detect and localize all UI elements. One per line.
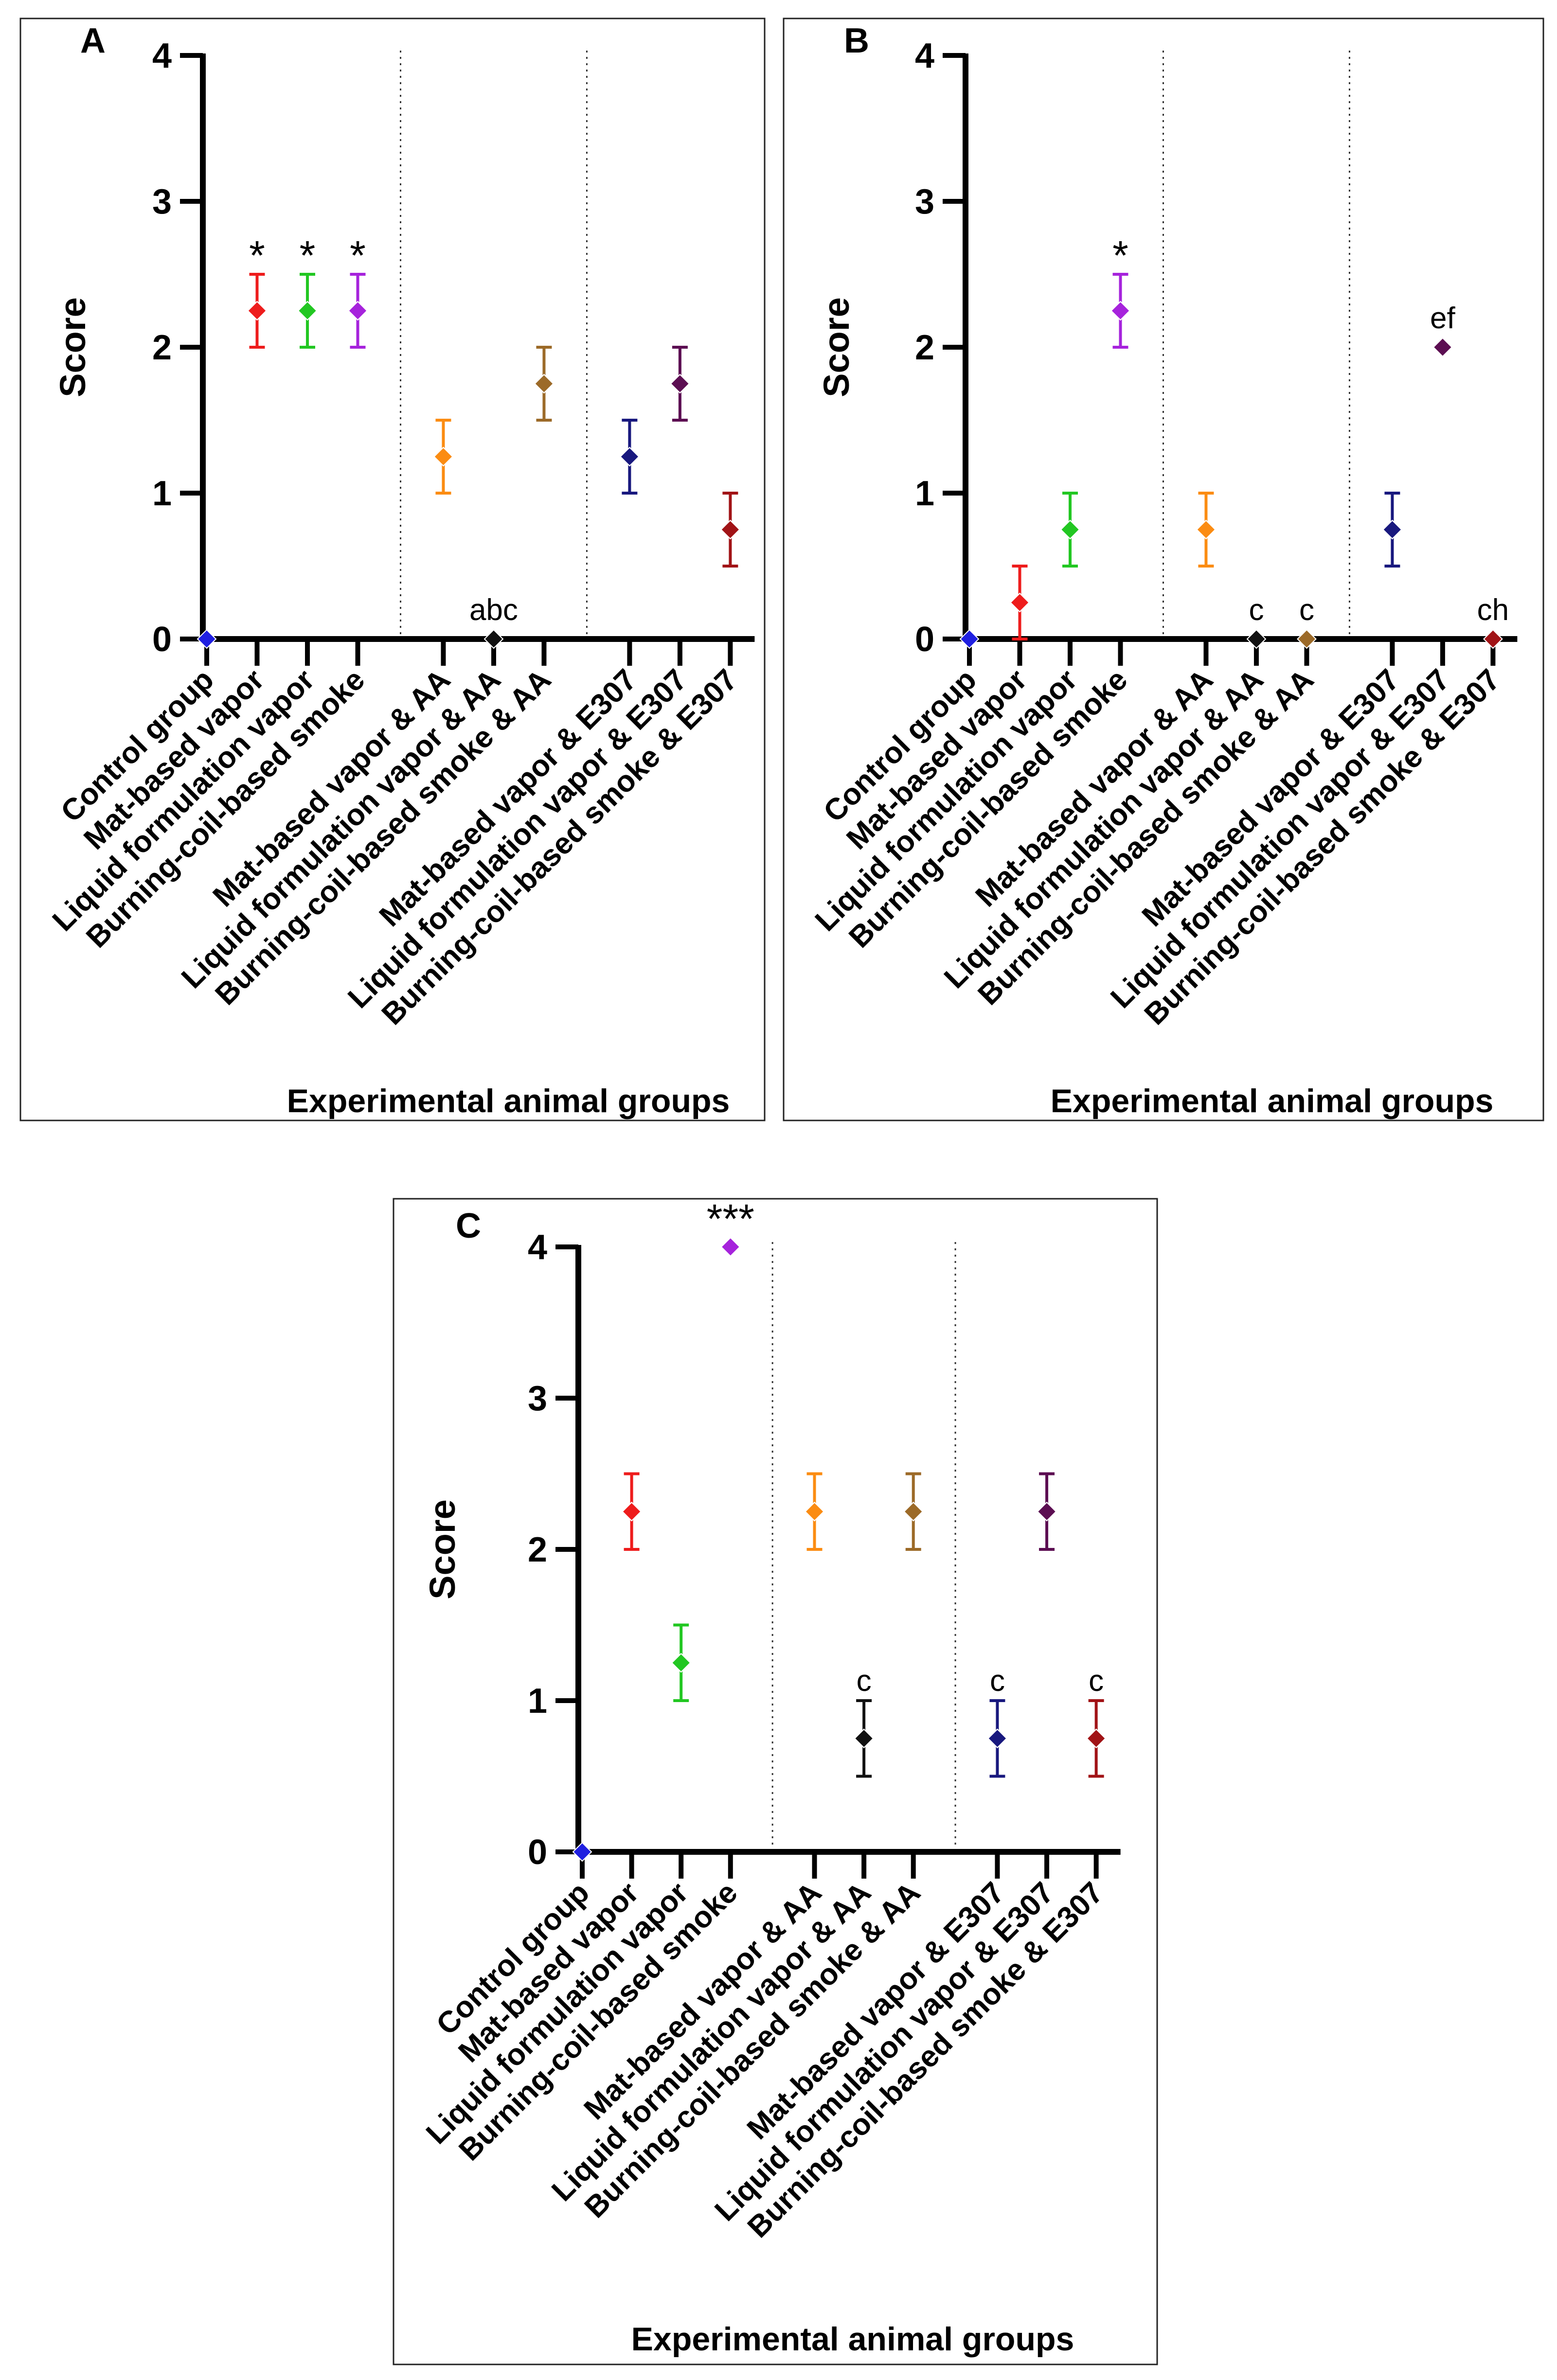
data-point <box>197 629 217 649</box>
data-point <box>1382 519 1402 540</box>
y-tick-label: 0 <box>528 1833 547 1872</box>
y-axis-title: Score <box>422 1499 463 1599</box>
data-point <box>534 373 554 394</box>
panel-frame <box>19 18 766 1121</box>
significance-label: * <box>249 232 265 278</box>
data-point <box>1432 337 1453 357</box>
data-point <box>959 629 980 649</box>
panel-frame <box>783 18 1544 1121</box>
data-point <box>720 1237 741 1257</box>
data-point <box>483 629 504 649</box>
significance-label: c <box>1249 593 1264 627</box>
data-point <box>1037 1501 1057 1522</box>
significance-label: *** <box>707 1196 754 1242</box>
x-axis-title: Experimental animal groups <box>1051 1083 1494 1119</box>
y-tick-label: 2 <box>152 328 172 367</box>
data-point <box>247 301 267 321</box>
significance-label: * <box>300 232 316 278</box>
data-point <box>619 446 640 467</box>
data-point <box>1297 629 1317 649</box>
data-point <box>433 446 453 467</box>
data-point <box>671 1652 691 1673</box>
significance-label: c <box>857 1664 872 1698</box>
data-point <box>805 1501 824 1522</box>
significance-label: c <box>1089 1664 1104 1698</box>
x-axis-title: Experimental animal groups <box>631 2321 1074 2358</box>
data-point <box>1010 592 1030 613</box>
y-tick-label: 2 <box>915 328 934 367</box>
data-point <box>348 301 368 321</box>
y-tick-label: 0 <box>152 620 172 659</box>
y-tick-label: 1 <box>528 1682 547 1721</box>
significance-label: ef <box>1430 302 1455 335</box>
y-tick-label: 3 <box>915 182 934 221</box>
y-tick-label: 4 <box>915 36 934 75</box>
panel-letter: C <box>456 1207 481 1245</box>
y-tick-label: 3 <box>152 182 172 221</box>
panel-letter: B <box>844 21 869 60</box>
significance-label: abc <box>469 593 518 627</box>
significance-label: c <box>1299 593 1314 627</box>
data-point <box>854 1728 874 1749</box>
significance-label: c <box>990 1664 1005 1698</box>
y-tick-label: 4 <box>152 36 172 75</box>
data-point <box>670 373 690 394</box>
y-tick-label: 2 <box>528 1530 547 1569</box>
significance-label: * <box>350 232 366 278</box>
data-point <box>1060 519 1080 540</box>
y-axis-title: Score <box>53 297 93 397</box>
data-point <box>1246 629 1267 649</box>
data-point <box>1086 1728 1107 1749</box>
data-point <box>987 1728 1007 1749</box>
y-tick-label: 1 <box>915 474 934 513</box>
x-axis-title: Experimental animal groups <box>287 1083 730 1119</box>
data-point <box>572 1842 592 1862</box>
panel-letter: A <box>80 21 106 60</box>
y-tick-label: 4 <box>528 1228 547 1267</box>
data-point <box>1110 301 1130 321</box>
data-point <box>1196 519 1216 540</box>
data-point <box>903 1501 924 1522</box>
data-point <box>1483 629 1503 649</box>
data-point <box>720 519 740 540</box>
y-tick-label: 3 <box>528 1379 547 1418</box>
y-tick-label: 1 <box>152 474 172 513</box>
significance-label: * <box>1112 232 1128 278</box>
data-point <box>297 301 318 321</box>
significance-label: ch <box>1477 593 1509 627</box>
y-tick-label: 0 <box>915 620 934 659</box>
data-point <box>622 1501 642 1522</box>
panel-frame <box>393 1198 1158 2365</box>
y-axis-title: Score <box>816 297 857 397</box>
